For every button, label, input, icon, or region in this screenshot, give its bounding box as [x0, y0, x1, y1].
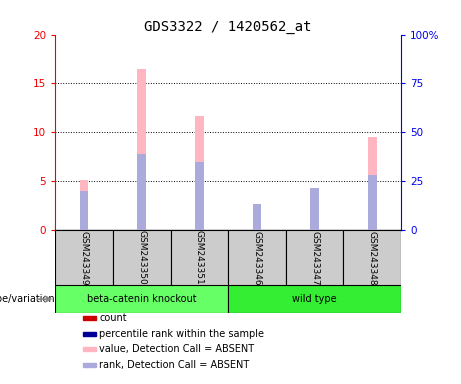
Bar — [137, 69, 146, 230]
Bar — [228, 230, 286, 285]
Text: GSM243349: GSM243349 — [80, 230, 89, 285]
Title: GDS3322 / 1420562_at: GDS3322 / 1420562_at — [144, 20, 312, 33]
Bar — [253, 204, 261, 230]
Bar — [310, 188, 319, 230]
Bar — [83, 332, 96, 336]
Bar — [195, 116, 204, 230]
Bar — [137, 154, 146, 230]
Bar — [80, 191, 89, 230]
Bar — [286, 230, 343, 285]
Text: percentile rank within the sample: percentile rank within the sample — [99, 329, 264, 339]
Bar — [343, 230, 401, 285]
Bar — [83, 363, 96, 367]
Bar — [228, 285, 401, 313]
Bar — [55, 285, 228, 313]
Bar — [368, 137, 377, 230]
Text: genotype/variation: genotype/variation — [0, 294, 55, 304]
Bar — [55, 230, 113, 285]
Bar — [171, 230, 228, 285]
Text: GSM243350: GSM243350 — [137, 230, 146, 285]
Text: GSM243347: GSM243347 — [310, 230, 319, 285]
Bar — [83, 348, 96, 351]
Text: wild type: wild type — [292, 294, 337, 304]
Text: count: count — [99, 313, 127, 323]
Bar — [310, 188, 319, 230]
Bar — [368, 174, 377, 230]
Bar — [113, 230, 171, 285]
Text: rank, Detection Call = ABSENT: rank, Detection Call = ABSENT — [99, 360, 249, 370]
Bar — [195, 162, 204, 230]
Text: GSM243348: GSM243348 — [368, 230, 377, 285]
Bar — [83, 316, 96, 320]
Bar — [80, 180, 89, 230]
Text: value, Detection Call = ABSENT: value, Detection Call = ABSENT — [99, 344, 254, 354]
Bar — [253, 204, 261, 230]
Text: GSM243351: GSM243351 — [195, 230, 204, 285]
Text: GSM243346: GSM243346 — [253, 230, 261, 285]
Text: beta-catenin knockout: beta-catenin knockout — [87, 294, 196, 304]
